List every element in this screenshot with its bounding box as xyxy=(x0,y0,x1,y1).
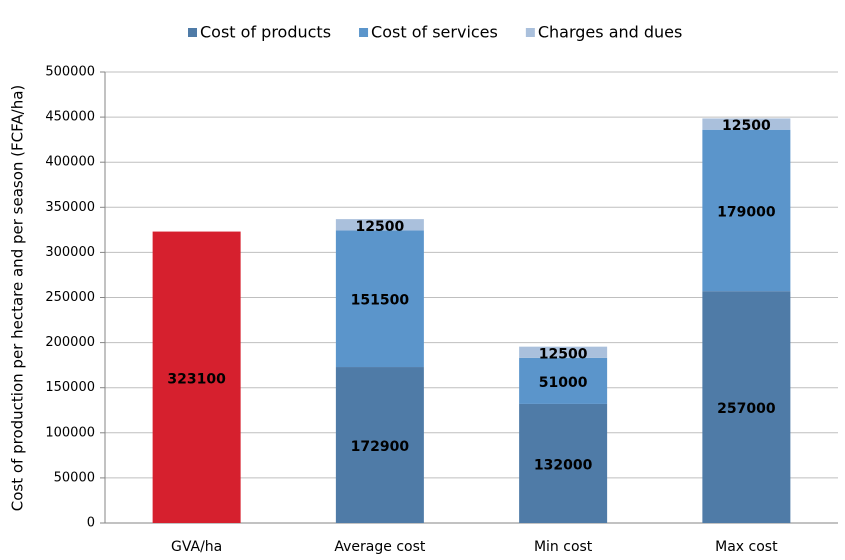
x-tick-label: Min cost xyxy=(534,539,593,555)
data-label: 151500 xyxy=(351,293,410,309)
legend-label: Cost of services xyxy=(371,23,498,42)
bar-segment xyxy=(152,231,241,524)
y-axis-label: Cost of production per hectare and per s… xyxy=(9,85,27,511)
data-label: 323100 xyxy=(167,371,226,387)
legend-label: Charges and dues xyxy=(538,23,683,42)
y-tick-label: 400000 xyxy=(45,155,95,170)
data-label: 51000 xyxy=(539,375,588,391)
y-tick-label: 100000 xyxy=(45,425,95,440)
y-tick-label: 200000 xyxy=(45,335,95,350)
data-label: 132000 xyxy=(534,457,593,473)
data-label: 179000 xyxy=(717,204,776,220)
bar-segment xyxy=(519,357,608,404)
y-tick-label: 0 xyxy=(87,516,95,531)
y-tick-label: 450000 xyxy=(45,110,95,125)
y-tick-label: 250000 xyxy=(45,290,95,305)
y-tick-label: 350000 xyxy=(45,200,95,215)
legend-swatch xyxy=(525,28,535,37)
bar-segment xyxy=(335,230,424,368)
bar-segment xyxy=(335,219,424,231)
x-tick-label: Average cost xyxy=(334,539,425,555)
data-label: 257000 xyxy=(717,401,776,417)
x-tick-label: Max cost xyxy=(715,539,778,555)
y-tick-label: 150000 xyxy=(45,380,95,395)
y-tick-label: 500000 xyxy=(45,65,95,80)
bar-segment xyxy=(702,118,791,130)
data-label: 12500 xyxy=(722,118,771,134)
data-label: 12500 xyxy=(356,219,405,235)
data-label: 12500 xyxy=(539,346,588,362)
data-label: 172900 xyxy=(351,439,410,455)
bar-segment xyxy=(519,346,608,358)
y-tick-label: 50000 xyxy=(54,470,95,485)
x-tick-label: GVA/ha xyxy=(171,539,222,555)
bar-segment xyxy=(335,367,424,523)
legend-label: Cost of products xyxy=(200,23,331,42)
legend-swatch xyxy=(188,28,197,37)
legend-swatch xyxy=(359,28,369,37)
bar-segment xyxy=(519,403,608,523)
y-tick-label: 300000 xyxy=(45,245,95,260)
bar-segment xyxy=(702,129,791,292)
bar-segment xyxy=(702,291,791,523)
